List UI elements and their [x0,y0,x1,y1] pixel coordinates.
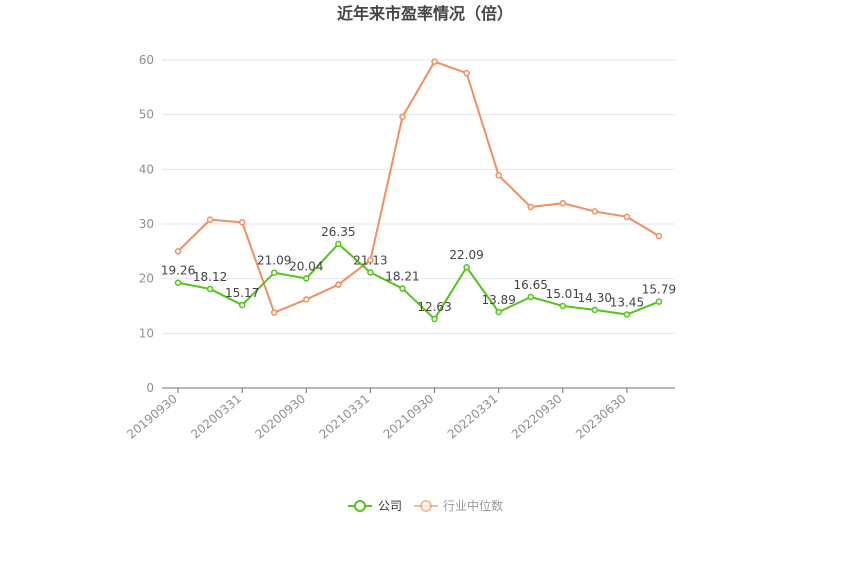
data-label: 13.45 [610,295,644,309]
data-label: 21.09 [257,254,291,268]
data-point [623,311,631,318]
data-label: 13.89 [481,293,515,307]
data-point [559,302,567,310]
data-point [591,208,599,215]
data-point [399,113,406,121]
data-label: 20.04 [289,259,323,273]
legend-label: 公司 [378,499,402,513]
x-tick-label: 20190930 [124,392,180,442]
data-point [495,172,502,179]
legend-marker [420,500,432,512]
data-point [367,256,374,264]
grid-lines [162,59,675,334]
x-tick-label: 20200331 [188,392,244,442]
data-point [399,285,406,292]
data-label: 14.30 [578,291,612,305]
y-tick-label: 60 [139,53,154,67]
data-label: 19.26 [161,264,195,278]
x-axis-ticks: 20190930 20200331 20200930 20210331 20210930… [124,388,629,442]
data-point [431,315,438,323]
data-point [431,58,438,65]
data-point [559,199,567,207]
data-point [463,69,470,77]
data-point [463,263,470,271]
chart-title: 近年来市盈率情况（倍） [337,4,513,23]
data-point [238,219,246,226]
y-tick-label: 20 [139,272,154,286]
y-tick-label: 40 [139,162,154,176]
x-tick-label: 20220930 [509,392,565,442]
data-label: 18.12 [193,270,227,284]
data-label: 16.65 [514,278,548,292]
data-point [206,285,214,293]
legend: 公司 行业中位数 [348,498,503,513]
y-tick-label: 10 [139,326,154,340]
legend-item[interactable]: 行业中位数 [414,498,503,513]
data-label: 18.21 [385,269,419,283]
data-point [335,281,342,288]
data-point [527,203,534,211]
data-point [623,213,631,221]
legend-item[interactable]: 公司 [348,499,402,513]
data-label: 22.09 [449,248,483,262]
x-tick-label: 20230630 [573,392,629,442]
data-label: 26.35 [321,225,355,239]
x-tick-label: 20210331 [317,392,373,442]
data-point [238,301,246,309]
data-point [655,232,663,240]
data-point [174,279,182,286]
series-line-1 [177,60,660,314]
x-tick-label: 20210930 [381,392,437,442]
data-point [303,275,310,282]
legend-marker [354,500,366,512]
data-point [270,309,278,316]
series-layer [174,58,663,323]
y-axis-ticks: 0 10 20 30 40 50 60 [139,53,154,395]
series-line-0 [177,242,660,320]
data-point [655,298,663,305]
data-point [335,240,342,248]
x-tick-label: 20200930 [252,392,308,442]
data-point [367,269,374,276]
legend-label: 行业中位数 [443,498,503,513]
data-label: 15.17 [225,286,259,300]
data-point [591,306,599,314]
data-point [174,248,182,255]
x-tick-label: 20220331 [445,392,501,442]
data-label: 15.01 [546,287,580,301]
data-point [206,216,214,223]
data-point [270,269,278,276]
data-label: 21.13 [353,253,387,267]
data-label: 15.79 [642,283,676,297]
y-tick-label: 50 [139,108,154,122]
y-tick-label: 0 [146,381,154,395]
data-point [495,308,502,316]
data-point [527,293,534,301]
data-label: 12.63 [417,300,451,314]
data-point [303,296,310,303]
y-tick-label: 30 [139,217,154,231]
